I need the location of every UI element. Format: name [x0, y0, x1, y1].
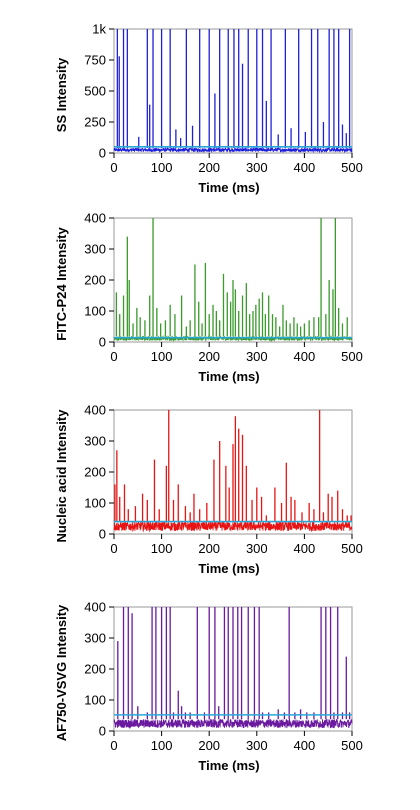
x-axis-label: Time (ms) — [198, 180, 259, 195]
x-tick-label: 0 — [110, 160, 117, 175]
y-tick-label: 0 — [99, 335, 106, 350]
y-axis-label: AF750-VSVG Intensity — [54, 604, 69, 741]
x-tick-label: 100 — [151, 160, 173, 175]
x-tick-label: 200 — [198, 160, 220, 175]
x-axis-label: Time (ms) — [198, 369, 259, 384]
x-tick-label: 300 — [246, 738, 268, 753]
y-axis-label: Nucleic acid Intensity — [54, 409, 69, 543]
y-tick-label: 300 — [84, 434, 106, 449]
y-tick-label: 500 — [84, 84, 106, 99]
x-tick-label: 500 — [341, 349, 363, 364]
y-tick-label: 200 — [84, 662, 106, 677]
x-axis-label: Time (ms) — [198, 758, 259, 773]
x-tick-label: 500 — [341, 541, 363, 556]
y-tick-label: 0 — [99, 724, 106, 739]
y-tick-label: 100 — [84, 693, 106, 708]
x-tick-label: 300 — [246, 541, 268, 556]
y-tick-label: 400 — [84, 403, 106, 418]
x-tick-label: 100 — [151, 738, 173, 753]
x-tick-label: 300 — [246, 160, 268, 175]
y-axis-label: FITC-P24 Intensity — [54, 227, 69, 341]
panel-2: 0 100 200 300 400 0 100 200 300 400 500 Time (ms) FI… — [54, 211, 363, 385]
x-tick-label: 200 — [198, 349, 220, 364]
x-tick-label: 500 — [341, 160, 363, 175]
x-tick-label: 0 — [110, 738, 117, 753]
panel-4: 0 100 200 300 400 0 100 200 300 400 500 Time (ms) AF… — [54, 600, 363, 774]
y-tick-label: 0 — [99, 146, 106, 161]
x-tick-label: 100 — [151, 541, 173, 556]
y-tick-label: 300 — [84, 242, 106, 257]
y-tick-label: 250 — [84, 115, 106, 130]
x-tick-label: 500 — [341, 738, 363, 753]
y-tick-label: 300 — [84, 631, 106, 646]
x-tick-label: 400 — [294, 738, 316, 753]
y-tick-label: 200 — [84, 465, 106, 480]
y-tick-label: 200 — [84, 273, 106, 288]
x-tick-label: 400 — [294, 349, 316, 364]
x-tick-label: 400 — [294, 160, 316, 175]
y-tick-label: 1k — [92, 22, 106, 37]
x-tick-label: 300 — [246, 349, 268, 364]
x-tick-label: 0 — [110, 541, 117, 556]
panel-1: 0 250 500 750 1k 0 100 200 300 400 500 Time (ms) SS … — [54, 22, 363, 196]
x-axis-label: Time (ms) — [198, 561, 259, 576]
y-tick-label: 100 — [84, 496, 106, 511]
y-axis-label: SS Intensity — [54, 57, 69, 132]
x-tick-label: 100 — [151, 349, 173, 364]
panel-3: 0 100 200 300 400 0 100 200 300 400 500 Time (ms) Nu… — [54, 403, 363, 577]
x-tick-label: 200 — [198, 541, 220, 556]
x-tick-label: 400 — [294, 541, 316, 556]
y-tick-label: 0 — [99, 527, 106, 542]
y-tick-label: 100 — [84, 304, 106, 319]
x-tick-label: 200 — [198, 738, 220, 753]
series-line — [113, 146, 353, 154]
y-tick-label: 750 — [84, 53, 106, 68]
series-line — [113, 717, 353, 730]
y-tick-label: 400 — [84, 211, 106, 226]
x-tick-label: 0 — [110, 349, 117, 364]
y-tick-label: 400 — [84, 600, 106, 615]
